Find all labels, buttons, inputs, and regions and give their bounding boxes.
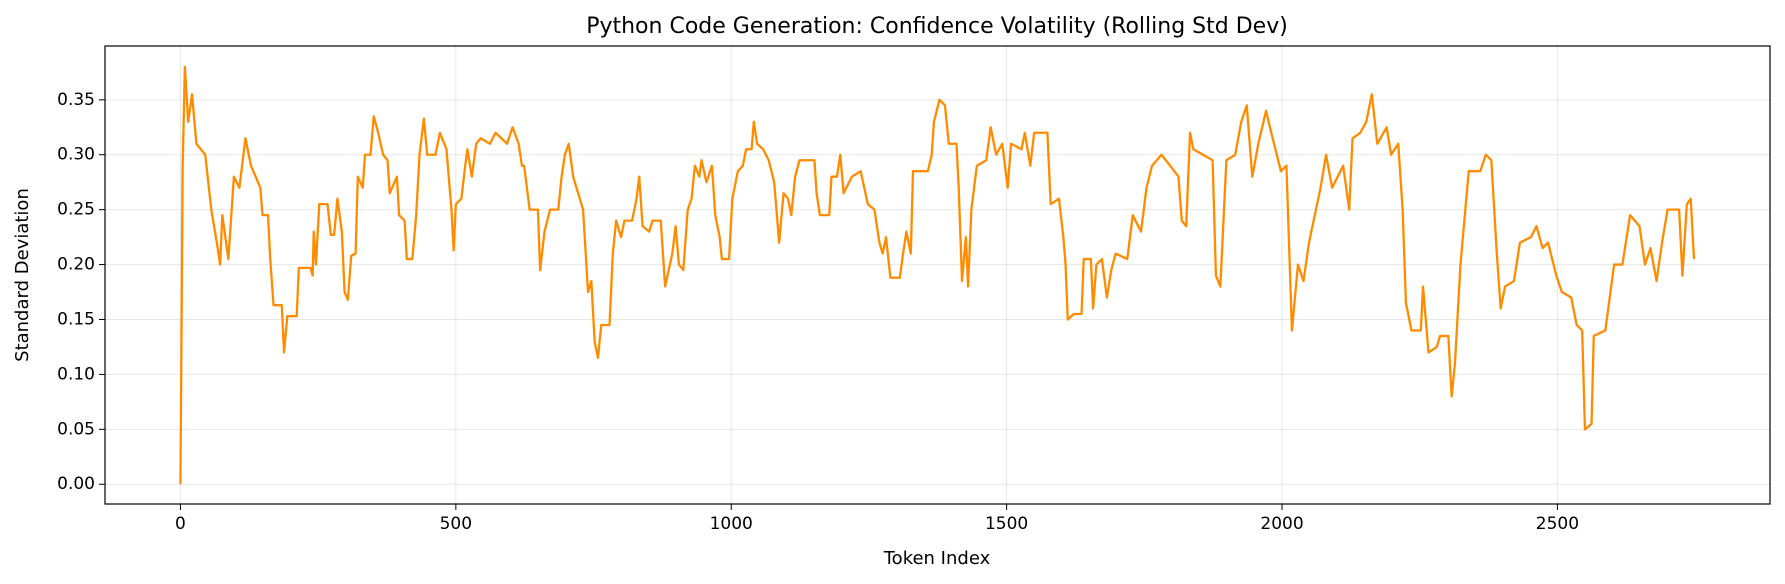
x-tick-label: 1500 bbox=[985, 514, 1028, 534]
y-tick-label: 0.20 bbox=[57, 255, 95, 275]
x-tick-label: 1000 bbox=[710, 514, 753, 534]
y-axis-label: Standard Deviation bbox=[12, 188, 33, 362]
y-tick-label: 0.15 bbox=[57, 309, 95, 329]
plot-frame bbox=[104, 45, 1771, 505]
y-tick-label: 0.05 bbox=[57, 419, 95, 439]
y-tick-label: 0.00 bbox=[57, 474, 95, 494]
x-tick-label: 0 bbox=[175, 514, 186, 534]
y-tick-label: 0.30 bbox=[57, 145, 95, 165]
x-tick-label: 500 bbox=[440, 514, 472, 534]
y-tick-label: 0.10 bbox=[57, 364, 95, 384]
data-line bbox=[179, 65, 1696, 485]
y-tick-label: 0.25 bbox=[57, 200, 95, 220]
x-tick-label: 2500 bbox=[1536, 514, 1579, 534]
y-tick-label: 0.35 bbox=[57, 90, 95, 110]
chart-title: Python Code Generation: Confidence Volat… bbox=[586, 14, 1288, 39]
x-axis-label: Token Index bbox=[883, 548, 991, 569]
x-tick-label: 2000 bbox=[1260, 514, 1303, 534]
